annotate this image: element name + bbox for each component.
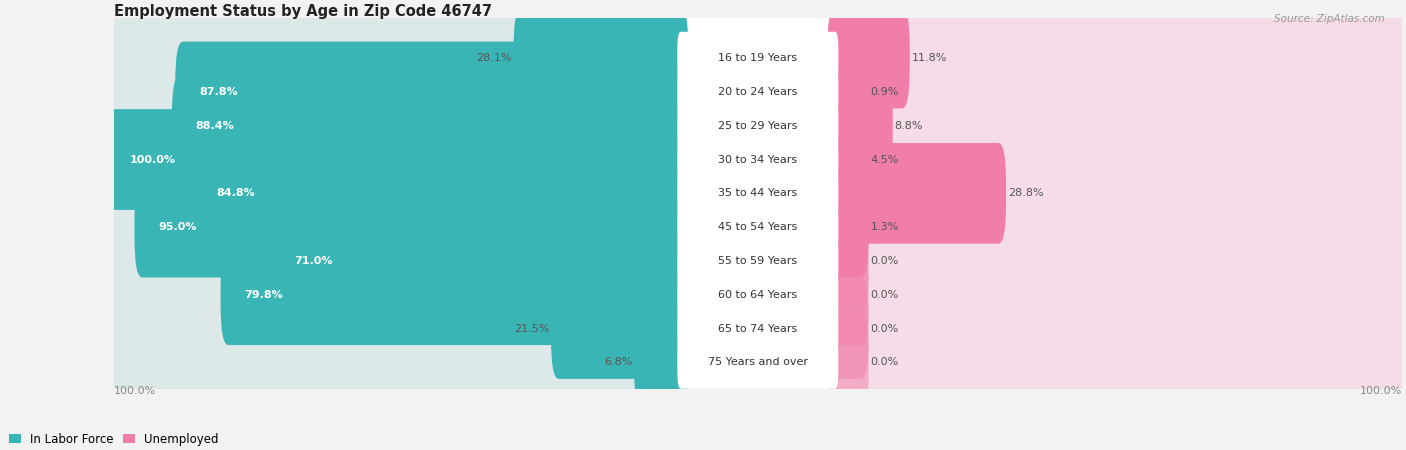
FancyBboxPatch shape <box>678 302 838 355</box>
FancyBboxPatch shape <box>108 17 1406 99</box>
FancyBboxPatch shape <box>105 8 689 108</box>
Text: 0.9%: 0.9% <box>870 87 898 97</box>
FancyBboxPatch shape <box>551 278 689 379</box>
FancyBboxPatch shape <box>108 51 1406 133</box>
Text: 95.0%: 95.0% <box>159 222 197 232</box>
Text: 25 to 29 Years: 25 to 29 Years <box>718 121 797 131</box>
FancyBboxPatch shape <box>827 244 869 345</box>
Text: 100.0%: 100.0% <box>114 386 156 396</box>
FancyBboxPatch shape <box>827 177 869 278</box>
FancyBboxPatch shape <box>634 312 689 413</box>
Text: 28.8%: 28.8% <box>1008 189 1043 198</box>
FancyBboxPatch shape <box>108 287 1406 370</box>
FancyBboxPatch shape <box>108 118 1406 201</box>
Text: 0.0%: 0.0% <box>870 357 898 367</box>
FancyBboxPatch shape <box>827 278 1406 379</box>
FancyBboxPatch shape <box>678 133 838 186</box>
Text: Source: ZipAtlas.com: Source: ZipAtlas.com <box>1274 14 1385 23</box>
FancyBboxPatch shape <box>827 41 1406 142</box>
Text: 100.0%: 100.0% <box>129 154 176 165</box>
Legend: In Labor Force, Unemployed: In Labor Force, Unemployed <box>4 428 224 450</box>
FancyBboxPatch shape <box>678 268 838 321</box>
Text: 0.0%: 0.0% <box>870 256 898 266</box>
FancyBboxPatch shape <box>827 109 869 210</box>
Text: 11.8%: 11.8% <box>911 53 948 63</box>
FancyBboxPatch shape <box>827 41 869 142</box>
FancyBboxPatch shape <box>176 41 689 142</box>
FancyBboxPatch shape <box>678 99 838 152</box>
Text: 71.0%: 71.0% <box>294 256 333 266</box>
FancyBboxPatch shape <box>270 211 689 311</box>
FancyBboxPatch shape <box>827 312 869 413</box>
FancyBboxPatch shape <box>827 76 893 176</box>
FancyBboxPatch shape <box>827 143 1406 244</box>
Text: 20 to 24 Years: 20 to 24 Years <box>718 87 797 97</box>
FancyBboxPatch shape <box>827 312 1406 413</box>
FancyBboxPatch shape <box>678 32 838 85</box>
Text: 55 to 59 Years: 55 to 59 Years <box>718 256 797 266</box>
FancyBboxPatch shape <box>105 278 689 379</box>
Text: 60 to 64 Years: 60 to 64 Years <box>718 290 797 300</box>
Text: Employment Status by Age in Zip Code 46747: Employment Status by Age in Zip Code 467… <box>114 4 492 19</box>
FancyBboxPatch shape <box>827 76 1406 176</box>
Text: 35 to 44 Years: 35 to 44 Years <box>718 189 797 198</box>
Text: 28.1%: 28.1% <box>477 53 512 63</box>
Text: 0.0%: 0.0% <box>870 324 898 333</box>
FancyBboxPatch shape <box>827 211 1406 311</box>
FancyBboxPatch shape <box>105 109 689 210</box>
FancyBboxPatch shape <box>108 220 1406 302</box>
FancyBboxPatch shape <box>105 244 689 345</box>
FancyBboxPatch shape <box>108 321 1406 404</box>
FancyBboxPatch shape <box>827 244 1406 345</box>
FancyBboxPatch shape <box>827 211 869 311</box>
FancyBboxPatch shape <box>105 312 689 413</box>
FancyBboxPatch shape <box>678 66 838 118</box>
FancyBboxPatch shape <box>827 109 1406 210</box>
FancyBboxPatch shape <box>678 201 838 253</box>
Text: 21.5%: 21.5% <box>513 324 550 333</box>
Text: 6.8%: 6.8% <box>605 357 633 367</box>
FancyBboxPatch shape <box>108 152 1406 234</box>
FancyBboxPatch shape <box>105 177 689 278</box>
FancyBboxPatch shape <box>105 41 689 142</box>
FancyBboxPatch shape <box>105 109 689 210</box>
Text: 30 to 34 Years: 30 to 34 Years <box>718 154 797 165</box>
FancyBboxPatch shape <box>105 76 689 176</box>
Text: 0.0%: 0.0% <box>870 290 898 300</box>
FancyBboxPatch shape <box>135 177 689 278</box>
FancyBboxPatch shape <box>108 253 1406 336</box>
FancyBboxPatch shape <box>108 85 1406 167</box>
FancyBboxPatch shape <box>827 278 869 379</box>
Text: 100.0%: 100.0% <box>1360 386 1402 396</box>
FancyBboxPatch shape <box>827 8 910 108</box>
FancyBboxPatch shape <box>105 143 689 244</box>
Text: 65 to 74 Years: 65 to 74 Years <box>718 324 797 333</box>
FancyBboxPatch shape <box>172 76 689 176</box>
FancyBboxPatch shape <box>678 336 838 389</box>
Text: 16 to 19 Years: 16 to 19 Years <box>718 53 797 63</box>
Text: 87.8%: 87.8% <box>200 87 238 97</box>
Text: 1.3%: 1.3% <box>870 222 898 232</box>
FancyBboxPatch shape <box>827 8 1406 108</box>
FancyBboxPatch shape <box>827 143 1007 244</box>
Text: 75 Years and over: 75 Years and over <box>707 357 808 367</box>
Text: 84.8%: 84.8% <box>217 189 254 198</box>
FancyBboxPatch shape <box>678 167 838 220</box>
FancyBboxPatch shape <box>221 244 689 345</box>
FancyBboxPatch shape <box>193 143 689 244</box>
FancyBboxPatch shape <box>108 186 1406 268</box>
Text: 88.4%: 88.4% <box>195 121 235 131</box>
Text: 8.8%: 8.8% <box>894 121 924 131</box>
FancyBboxPatch shape <box>827 177 1406 278</box>
Text: 4.5%: 4.5% <box>870 154 898 165</box>
Text: 45 to 54 Years: 45 to 54 Years <box>718 222 797 232</box>
FancyBboxPatch shape <box>513 8 689 108</box>
FancyBboxPatch shape <box>105 211 689 311</box>
FancyBboxPatch shape <box>678 234 838 287</box>
Text: 79.8%: 79.8% <box>245 290 283 300</box>
